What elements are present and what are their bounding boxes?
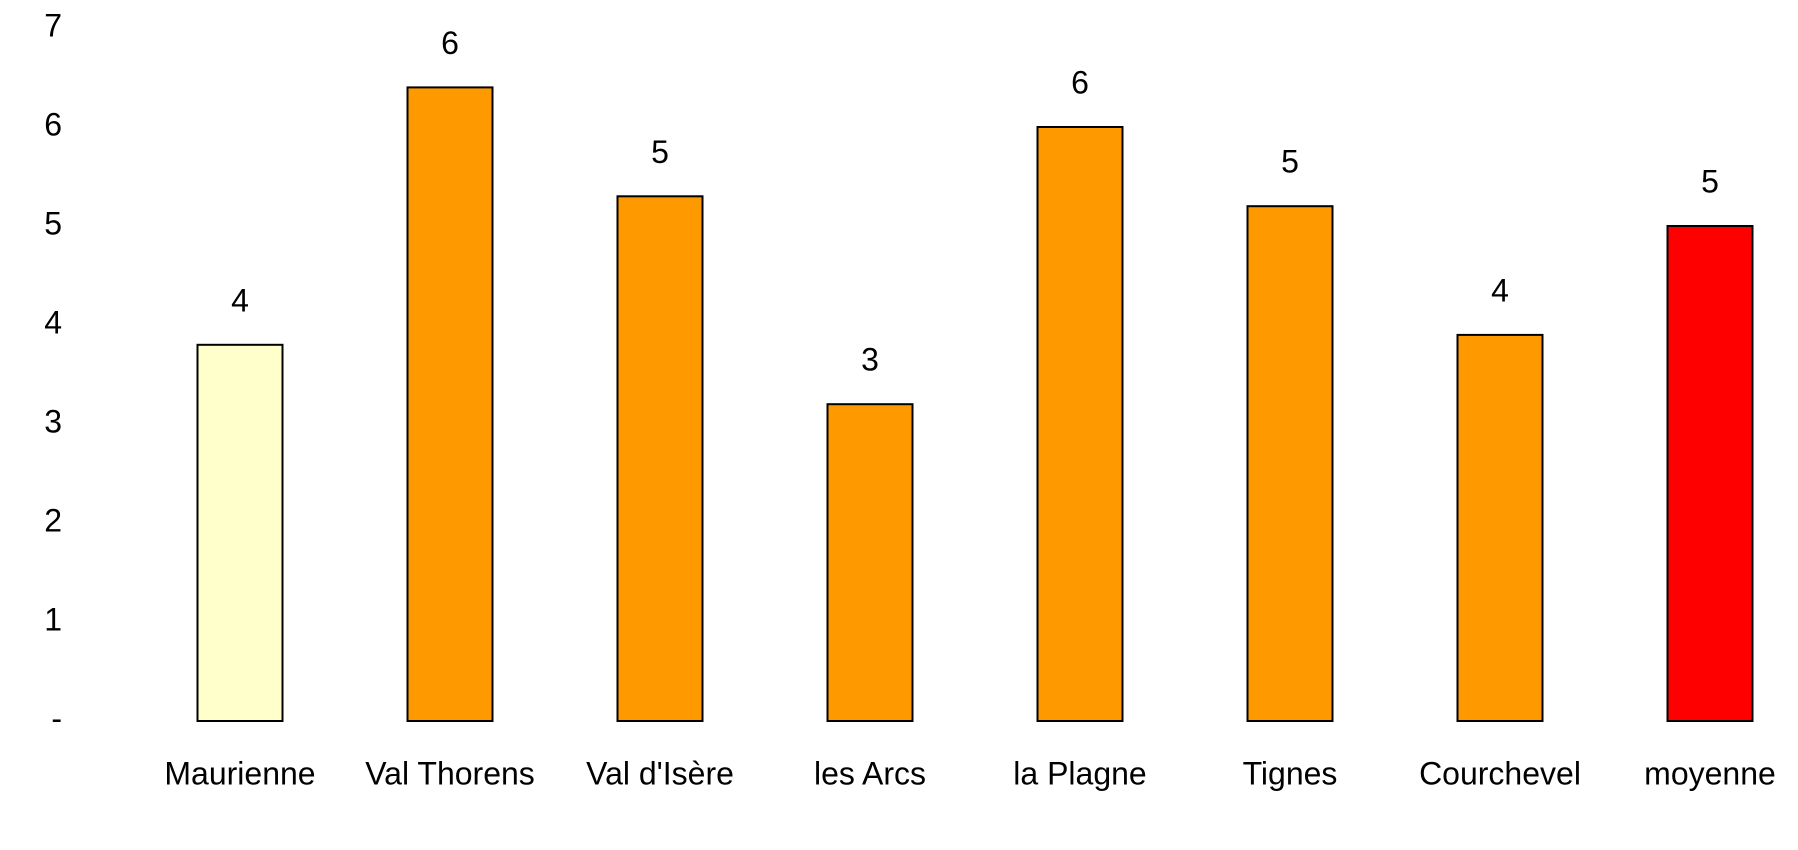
x-tick-label: Val Thorens [365, 755, 535, 791]
y-tick-label: 2 [44, 502, 62, 538]
x-tick-label: Tignes [1243, 755, 1338, 791]
y-tick-label: 1 [44, 601, 62, 637]
bar [1246, 205, 1334, 722]
y-tick-label: 7 [44, 7, 62, 43]
y-tick-label: 6 [44, 106, 62, 142]
bar [1036, 126, 1124, 722]
value-label: 5 [1701, 163, 1719, 199]
bar [616, 195, 704, 723]
value-label: 4 [1491, 272, 1509, 308]
value-label: 4 [231, 282, 249, 318]
y-tick-label: 5 [44, 205, 62, 241]
y-tick-label: 4 [44, 304, 62, 340]
value-label: 6 [441, 25, 459, 61]
x-tick-label: les Arcs [814, 755, 926, 791]
y-tick-label: 3 [44, 403, 62, 439]
bar [196, 343, 284, 722]
bar [826, 403, 914, 722]
value-label: 5 [651, 134, 669, 170]
value-label: 6 [1071, 64, 1089, 100]
x-tick-label: moyenne [1644, 755, 1776, 791]
bar [1666, 225, 1754, 722]
value-label: 3 [861, 342, 879, 378]
value-label: 5 [1281, 144, 1299, 180]
bar [1456, 333, 1544, 722]
x-tick-label: Courchevel [1419, 755, 1581, 791]
y-tick-label: - [51, 700, 62, 736]
x-tick-label: Maurienne [164, 755, 315, 791]
x-tick-label: Val d'Isère [586, 755, 734, 791]
x-tick-label: la Plagne [1013, 755, 1146, 791]
bar [406, 86, 494, 722]
